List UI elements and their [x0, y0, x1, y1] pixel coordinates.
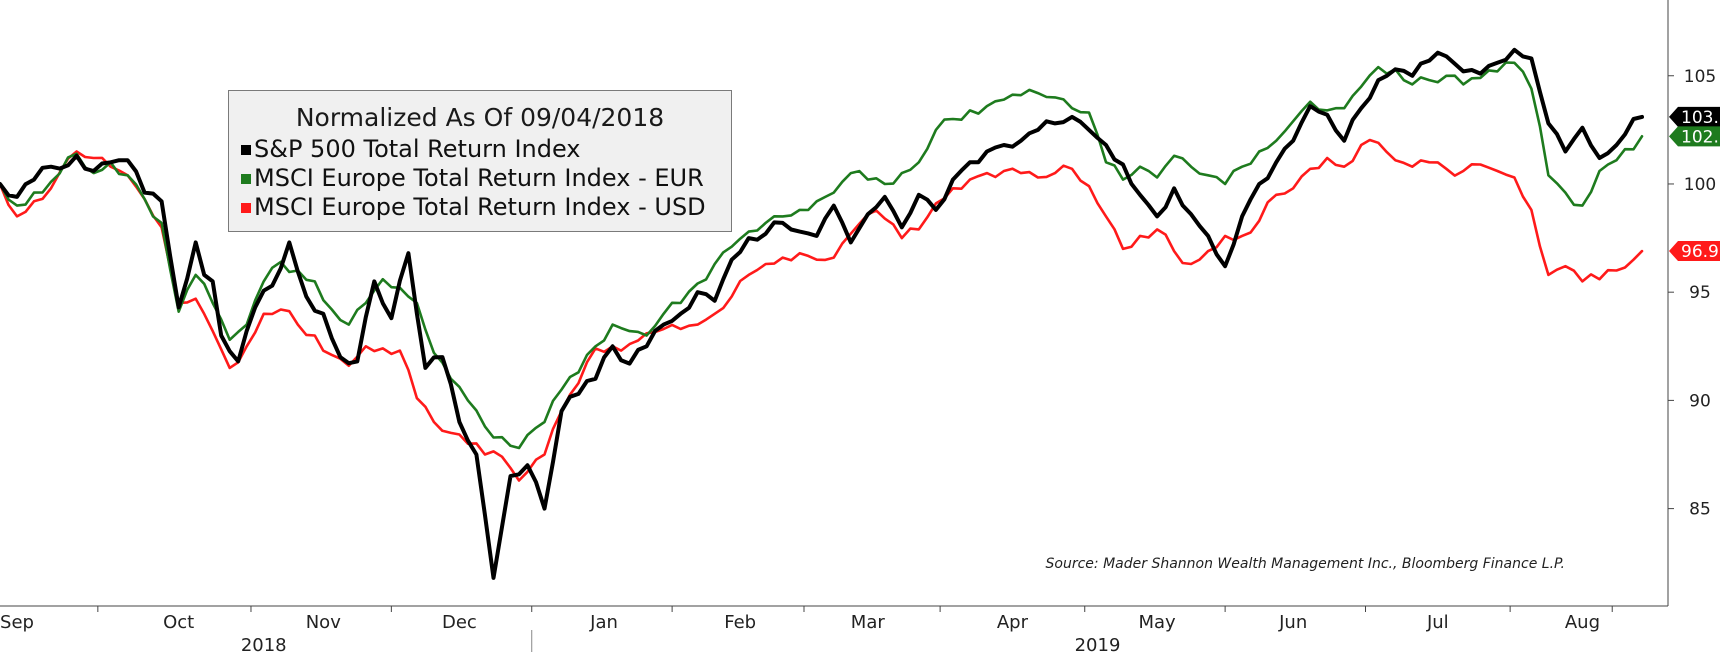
x-tick-label: Dec — [442, 612, 477, 633]
x-ticks: Sep Oct Nov Dec Jan Feb Mar Apr May Jun Jul Aug 2018… — [0, 606, 1613, 654]
legend-label-sp500: S&P 500 Total Return Index — [254, 135, 581, 163]
end-label-flag-msci-usd — [1669, 241, 1720, 262]
legend: Normalized As Of 09/04/2018 S&P 500 Tota… — [228, 90, 732, 232]
legend-item-msci-usd: MSCI Europe Total Return Index - USD — [241, 193, 706, 221]
x-year-label: 2018 — [241, 635, 287, 654]
legend-swatch-sp500 — [241, 145, 251, 155]
x-year-label: 2019 — [1075, 635, 1121, 654]
y-tick-label: 90 — [1689, 391, 1711, 411]
x-tick-label: Mar — [851, 612, 886, 633]
x-tick-label: Sep — [0, 612, 34, 633]
y-tick-label: 105 — [1684, 67, 1716, 87]
x-tick-label: Jun — [1278, 612, 1307, 633]
x-tick-label: Jan — [589, 612, 618, 633]
end-label-sp500: 103. — [1681, 108, 1719, 128]
end-label-flag-msci-eur — [1669, 126, 1720, 147]
legend-swatch-msci-usd — [241, 203, 251, 213]
source-note: Source: Mader Shannon Wealth Management … — [1046, 556, 1565, 572]
end-labels: 103.102. 96.9 — [1669, 106, 1720, 262]
y-tick-label: 95 — [1689, 283, 1711, 303]
x-tick-label: Feb — [724, 612, 756, 633]
legend-title: Normalized As Of 09/04/2018 — [295, 103, 665, 132]
series-layer — [0, 47, 1644, 580]
x-tick-label: Apr — [997, 612, 1029, 633]
x-tick-label: May — [1138, 612, 1176, 633]
series-line-msci-usd — [0, 138, 1644, 482]
legend-item-msci-eur: MSCI Europe Total Return Index - EUR — [241, 164, 704, 192]
x-tick-label: Nov — [306, 612, 341, 633]
y-tick-label: 100 — [1684, 175, 1716, 195]
end-label-msci-eur: 102. — [1681, 127, 1719, 147]
x-tick-label: Oct — [163, 612, 194, 633]
y-ticks: 85 90 95 100 105 — [1668, 67, 1716, 520]
y-tick-label: 85 — [1689, 500, 1711, 520]
series-line-sp500 — [0, 47, 1644, 580]
end-label-flag-sp500 — [1669, 106, 1720, 127]
legend-swatch-msci-eur — [241, 174, 251, 184]
legend-item-sp500: S&P 500 Total Return Index — [241, 135, 581, 163]
legend-label-msci-eur: MSCI Europe Total Return Index - EUR — [254, 164, 704, 192]
x-tick-label: Jul — [1426, 612, 1449, 633]
legend-label-msci-usd: MSCI Europe Total Return Index - USD — [254, 193, 706, 221]
x-tick-label: Aug — [1565, 612, 1600, 633]
series-line-msci-eur — [0, 61, 1644, 450]
end-label-msci-usd: 96.9 — [1681, 242, 1719, 262]
